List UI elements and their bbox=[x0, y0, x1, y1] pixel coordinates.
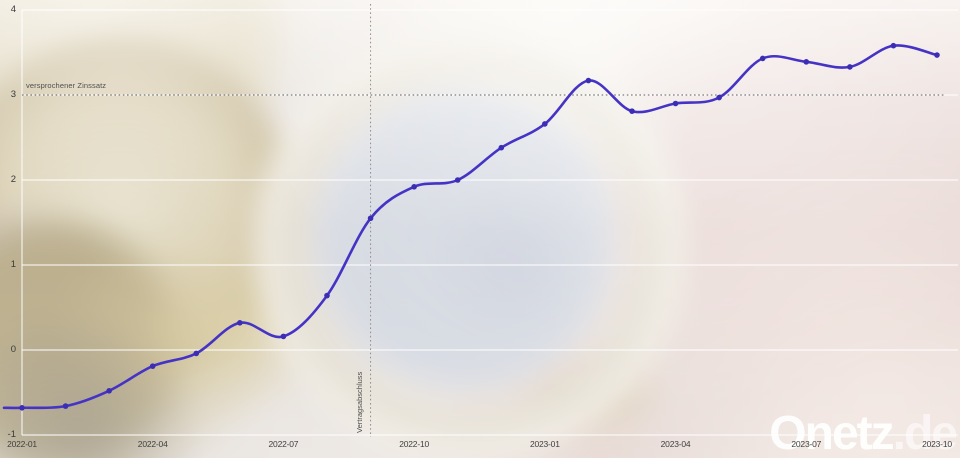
data-point-2023-09 bbox=[890, 42, 897, 49]
data-point-2022-12 bbox=[498, 144, 505, 151]
data-point-2022-02 bbox=[62, 403, 69, 409]
data-point-2023-07 bbox=[803, 59, 810, 65]
data-point-2022-05 bbox=[193, 350, 200, 357]
data-point-2023-01 bbox=[542, 121, 548, 127]
data-point-2022-06 bbox=[237, 320, 243, 326]
data-point-2023-10 bbox=[934, 52, 940, 58]
data-point-2022-09 bbox=[367, 215, 374, 222]
data-point-2022-07 bbox=[280, 333, 287, 340]
rate-line bbox=[2, 44, 939, 410]
onetz-logo-tld: .de bbox=[892, 407, 958, 458]
data-point-2022-01 bbox=[19, 405, 25, 411]
onetz-logo: Onetz.de bbox=[769, 407, 958, 458]
data-point-2023-08 bbox=[847, 64, 853, 70]
onetz-logo-brand: Onetz bbox=[769, 407, 894, 458]
data-point-2023-04 bbox=[672, 100, 679, 107]
data-point-2023-06 bbox=[759, 55, 766, 62]
data-point-2022-11 bbox=[454, 177, 461, 183]
data-point-2023-03 bbox=[629, 108, 635, 114]
data-point-2022-08 bbox=[324, 292, 330, 299]
data-point-2023-05 bbox=[716, 94, 722, 101]
data-point-2023-02 bbox=[585, 77, 592, 84]
data-point-2022-04 bbox=[149, 363, 156, 369]
data-point-2022-03 bbox=[106, 388, 112, 394]
data-point-2022-10 bbox=[411, 184, 417, 190]
